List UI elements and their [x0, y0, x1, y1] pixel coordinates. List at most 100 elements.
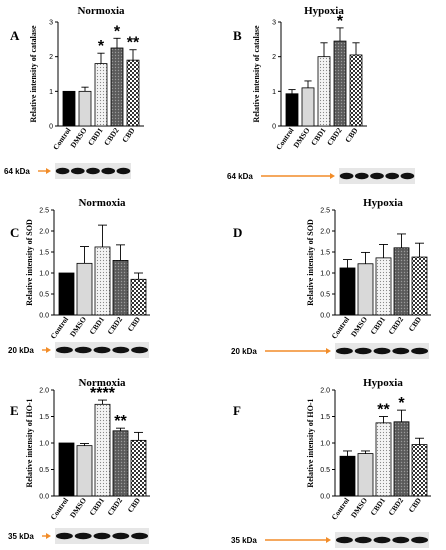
blot-band: [112, 532, 130, 540]
plot-title: Normoxia: [78, 197, 126, 209]
x-tick-label: CBD1: [86, 126, 105, 147]
panel-f: F Hypoxia Relative intensity of HO-1 0.0 0.5…: [223, 368, 446, 550]
panel-d: D Hypoxia Relative intensity of SOD 0.0 0.5 1…: [223, 190, 446, 370]
y-tick-label: 1.5: [320, 250, 330, 257]
y-axis-label: Relative intensity of catalase: [29, 25, 38, 123]
bar: [58, 272, 75, 316]
x-tick-label: Control: [329, 315, 351, 341]
plot-title: Normoxia: [78, 377, 126, 389]
blot-band: [411, 536, 429, 544]
bar: [339, 455, 356, 497]
plot-title: Hypoxia: [363, 197, 403, 209]
x-tick-label: CBD1: [88, 496, 107, 517]
bar: [357, 453, 374, 497]
blot-band: [385, 172, 400, 180]
significance-marker: *: [98, 38, 105, 55]
blot-band: [373, 536, 391, 544]
y-tick-label: 1.0: [39, 441, 49, 448]
panel-letter: C: [10, 225, 19, 240]
y-tick-label: 2.0: [39, 388, 49, 395]
blot-arrow-head: [46, 347, 51, 353]
y-tick-label: 0.0: [320, 313, 330, 320]
y-tick-label: 1.0: [320, 271, 330, 278]
blot-kda-label: 20 kDa: [8, 346, 34, 355]
blot-kda-label: 35 kDa: [231, 536, 257, 545]
x-tick-label: DMSO: [349, 315, 369, 339]
blot-band: [93, 532, 111, 540]
x-tick-label: Control: [48, 315, 70, 341]
blot-arrow-head: [330, 173, 335, 179]
x-tick-label: CBD: [407, 315, 424, 334]
x-tick-label: CBD2: [106, 496, 125, 517]
blot-band: [354, 172, 369, 180]
x-tick-label: CBD: [407, 496, 424, 515]
y-axis-label: Relative intensity of catalase: [252, 25, 261, 123]
significance-marker: **: [377, 402, 390, 419]
bar: [317, 56, 331, 127]
bar: [357, 263, 374, 316]
blot-band: [74, 346, 92, 354]
bar: [126, 59, 140, 127]
blot-arrow-head: [46, 533, 51, 539]
bar: [112, 430, 129, 497]
bar: [301, 87, 315, 127]
blot-band: [74, 532, 92, 540]
y-tick-label: 0.5: [320, 292, 330, 299]
blot-band: [131, 346, 149, 354]
blot-arrow-head: [326, 537, 331, 543]
x-tick-label: CBD2: [387, 496, 406, 517]
bar: [339, 267, 356, 316]
x-tick-label: DMSO: [291, 126, 311, 150]
y-tick-label: 0.5: [39, 292, 49, 299]
x-tick-label: DMSO: [68, 315, 88, 339]
panel-c: C Normoxia Relative intensity of SOD 0.0 0.5…: [0, 190, 223, 370]
x-tick-label: Control: [274, 126, 296, 152]
blot-band: [55, 167, 70, 175]
x-tick-label: CBD: [120, 126, 137, 145]
y-tick-label: 0.0: [39, 494, 49, 501]
y-tick-label: 1.5: [39, 414, 49, 421]
y-tick-label: 1: [49, 89, 53, 96]
y-tick-label: 0.5: [320, 467, 330, 474]
y-tick-label: 0.5: [39, 467, 49, 474]
x-tick-label: CBD: [126, 496, 143, 515]
bar: [76, 262, 93, 316]
blot-band: [339, 172, 354, 180]
blot-band: [55, 346, 73, 354]
bar: [94, 246, 111, 316]
x-tick-label: CBD2: [325, 126, 344, 147]
panel-letter: A: [10, 28, 20, 43]
blot-kda-label: 20 kDa: [231, 347, 257, 356]
x-tick-label: CBD: [126, 315, 143, 334]
x-tick-label: CBD: [343, 126, 360, 145]
x-tick-label: DMSO: [68, 126, 88, 150]
significance-marker: ****: [90, 385, 116, 402]
y-axis-label: Relative intensity of SOD: [306, 219, 315, 306]
y-tick-label: 2.5: [320, 208, 330, 215]
y-tick-label: 2.0: [320, 229, 330, 236]
bar: [393, 247, 410, 316]
blot-band: [392, 536, 410, 544]
x-tick-label: Control: [48, 496, 70, 522]
blot-arrow-head: [326, 348, 331, 354]
blot-band: [335, 536, 353, 544]
x-tick-label: CBD1: [88, 315, 107, 336]
bar: [94, 63, 108, 127]
bar: [78, 90, 92, 127]
panel-letter: D: [233, 225, 242, 240]
bar: [110, 47, 124, 127]
bar: [349, 54, 363, 127]
bar: [375, 257, 392, 316]
plot-title: Hypoxia: [304, 5, 344, 17]
x-tick-label: Control: [329, 496, 351, 522]
panel-letter: F: [233, 403, 241, 418]
x-tick-label: DMSO: [68, 496, 88, 520]
blot-band: [411, 347, 429, 355]
y-tick-label: 1: [272, 89, 276, 96]
plot-title: Normoxia: [77, 5, 125, 17]
y-tick-label: 0: [49, 124, 53, 131]
blot-band: [373, 347, 391, 355]
panel-a: A Normoxia Relative intensity of catalase 0…: [0, 0, 223, 195]
y-tick-label: 2: [272, 54, 276, 61]
blot-arrow-head: [46, 168, 51, 174]
